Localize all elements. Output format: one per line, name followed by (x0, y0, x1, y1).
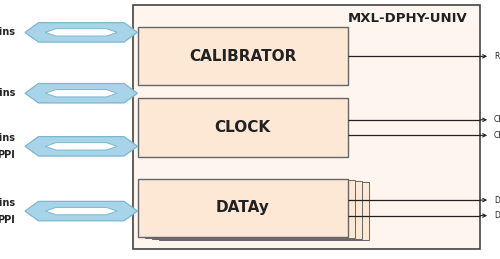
Text: DATAy: DATAy (216, 200, 270, 215)
Text: REXT: REXT (494, 52, 500, 61)
Polygon shape (46, 207, 117, 215)
Text: GLOBAL pins: GLOBAL pins (0, 27, 15, 37)
Text: DNy: DNy (494, 211, 500, 220)
Polygon shape (46, 90, 117, 97)
Text: DPy: DPy (494, 196, 500, 205)
Bar (144, 180, 354, 238)
Text: PPI: PPI (0, 215, 15, 225)
Bar (138, 27, 348, 85)
Text: PPI: PPI (0, 150, 15, 160)
Bar (138, 98, 348, 157)
Bar (132, 5, 480, 249)
Bar (159, 182, 369, 240)
Text: CKP: CKP (494, 115, 500, 124)
Polygon shape (25, 137, 138, 156)
Polygon shape (46, 29, 117, 36)
Text: DATAy interface pins: DATAy interface pins (0, 198, 15, 208)
Bar (138, 179, 348, 237)
Polygon shape (46, 143, 117, 150)
Text: MXL-DPHY-UNIV: MXL-DPHY-UNIV (348, 12, 468, 25)
Polygon shape (25, 83, 138, 103)
Polygon shape (25, 23, 138, 42)
Bar (152, 181, 362, 239)
Text: CALIBRATOR: CALIBRATOR (189, 49, 296, 64)
Text: CALIBRATOR pins: CALIBRATOR pins (0, 88, 15, 98)
Text: CLOCK interface pins: CLOCK interface pins (0, 133, 15, 143)
Text: CLOCK: CLOCK (214, 120, 270, 135)
Text: CKN: CKN (494, 131, 500, 140)
Polygon shape (25, 202, 138, 221)
